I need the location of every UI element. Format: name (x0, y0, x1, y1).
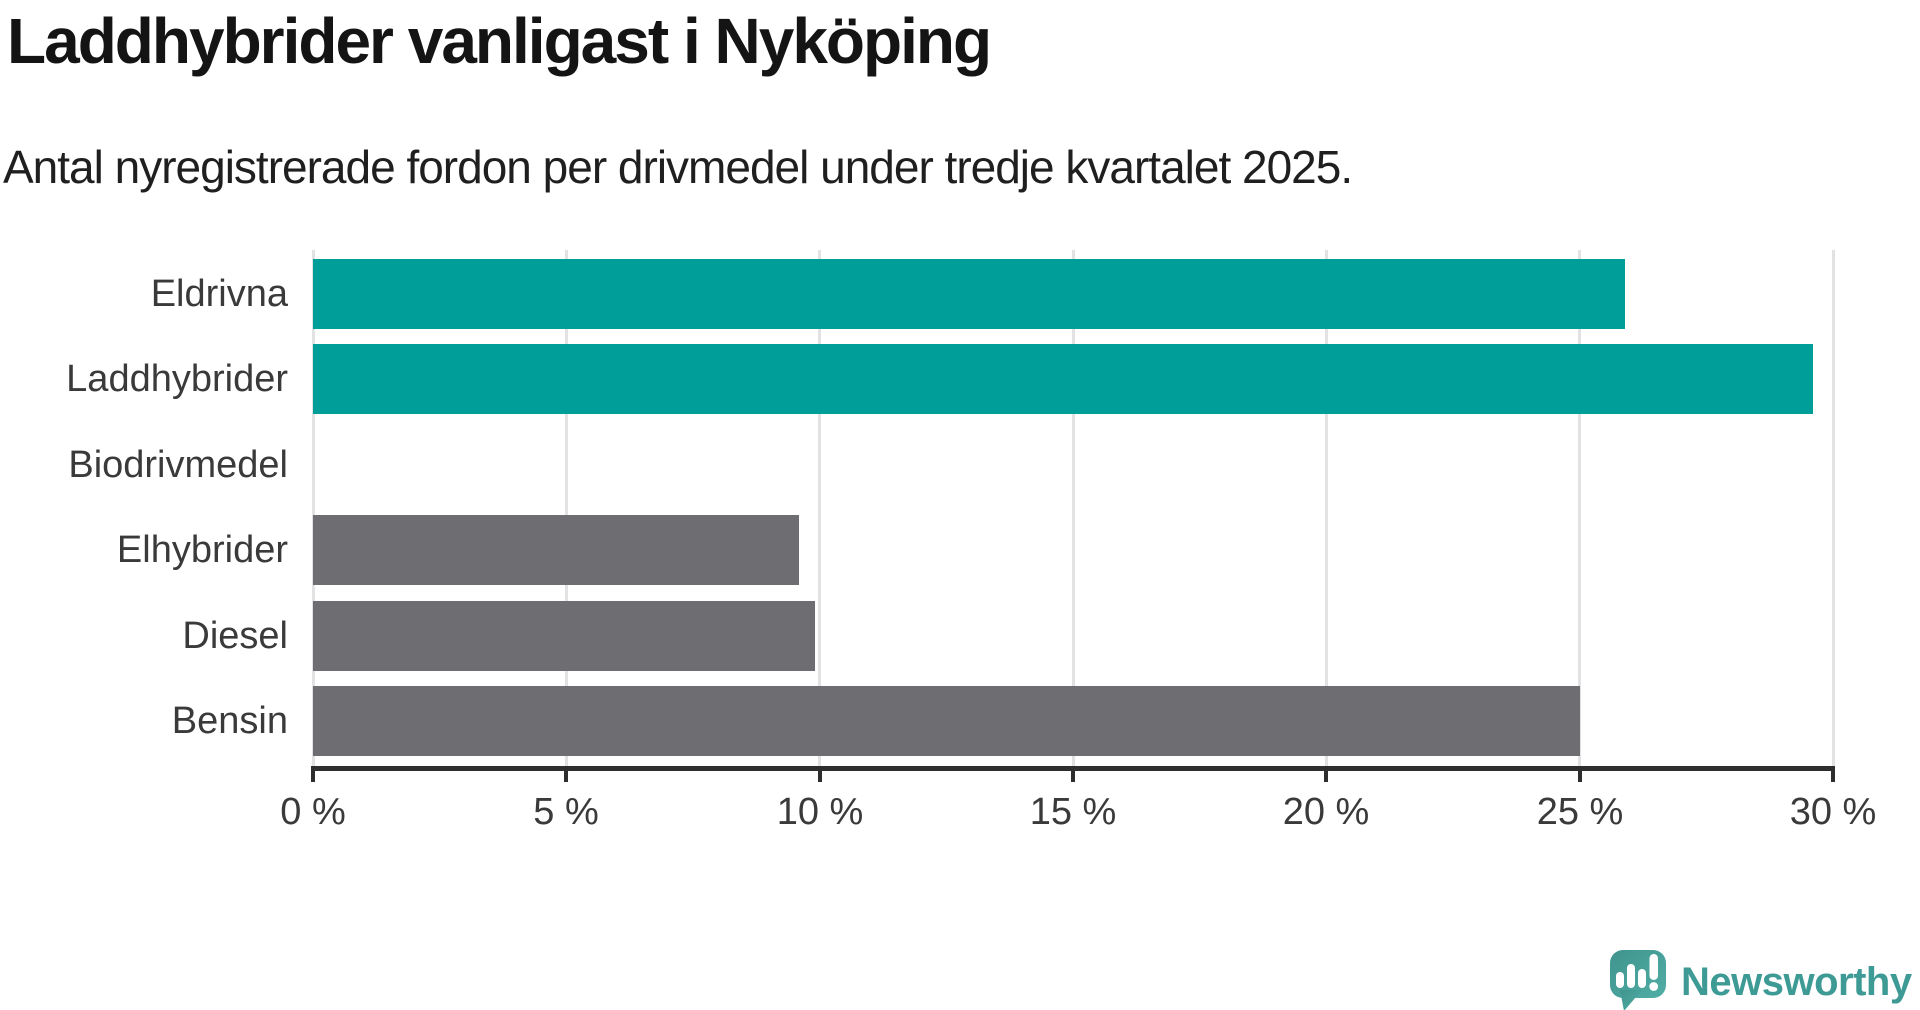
category-label-laddhybrider: Laddhybrider (66, 358, 288, 400)
x-tick-label-15: 15 % (1029, 791, 1117, 833)
x-tick-mark-25 (1578, 766, 1582, 782)
x-tick-label-20: 20 % (1282, 791, 1370, 833)
gridline-30 (1832, 250, 1835, 766)
gridline-20 (1325, 250, 1328, 766)
bar-eldrivna (313, 259, 1625, 329)
category-label-biodrivmedel: Biodrivmedel (68, 444, 288, 486)
bar-bensin (313, 686, 1580, 756)
x-tick-mark-30 (1831, 766, 1835, 782)
x-tick-mark-5 (564, 766, 568, 782)
x-tick-mark-0 (311, 766, 315, 782)
x-tick-mark-15 (1071, 766, 1075, 782)
x-tick-label-25: 25 % (1536, 791, 1624, 833)
newsworthy-wordmark: Newsworthy (1681, 960, 1912, 1004)
bar-diesel (313, 601, 815, 671)
category-label-eldrivna: Eldrivna (150, 273, 288, 315)
gridline-15 (1072, 250, 1075, 766)
x-tick-mark-20 (1324, 766, 1328, 782)
gridline-10 (818, 250, 821, 766)
x-tick-label-5: 5 % (533, 791, 599, 833)
bar-laddhybrider (313, 344, 1813, 414)
chart-subtitle: Antal nyregistrerade fordon per drivmede… (3, 141, 1353, 193)
x-tick-label-0: 0 % (280, 791, 346, 833)
bar-elhybrider (313, 515, 799, 585)
gridline-25 (1578, 250, 1581, 766)
gridline-0 (312, 250, 315, 766)
category-label-diesel: Diesel (182, 615, 288, 657)
x-tick-mark-10 (818, 766, 822, 782)
gridline-5 (565, 250, 568, 766)
category-label-bensin: Bensin (171, 700, 288, 742)
newsworthy-logo-icon (1610, 950, 1666, 1010)
category-label-elhybrider: Elhybrider (116, 529, 288, 571)
chart-title: Laddhybrider vanligast i Nyköping (7, 5, 992, 77)
x-tick-label-10: 10 % (776, 791, 864, 833)
x-tick-label-30: 30 % (1789, 791, 1877, 833)
